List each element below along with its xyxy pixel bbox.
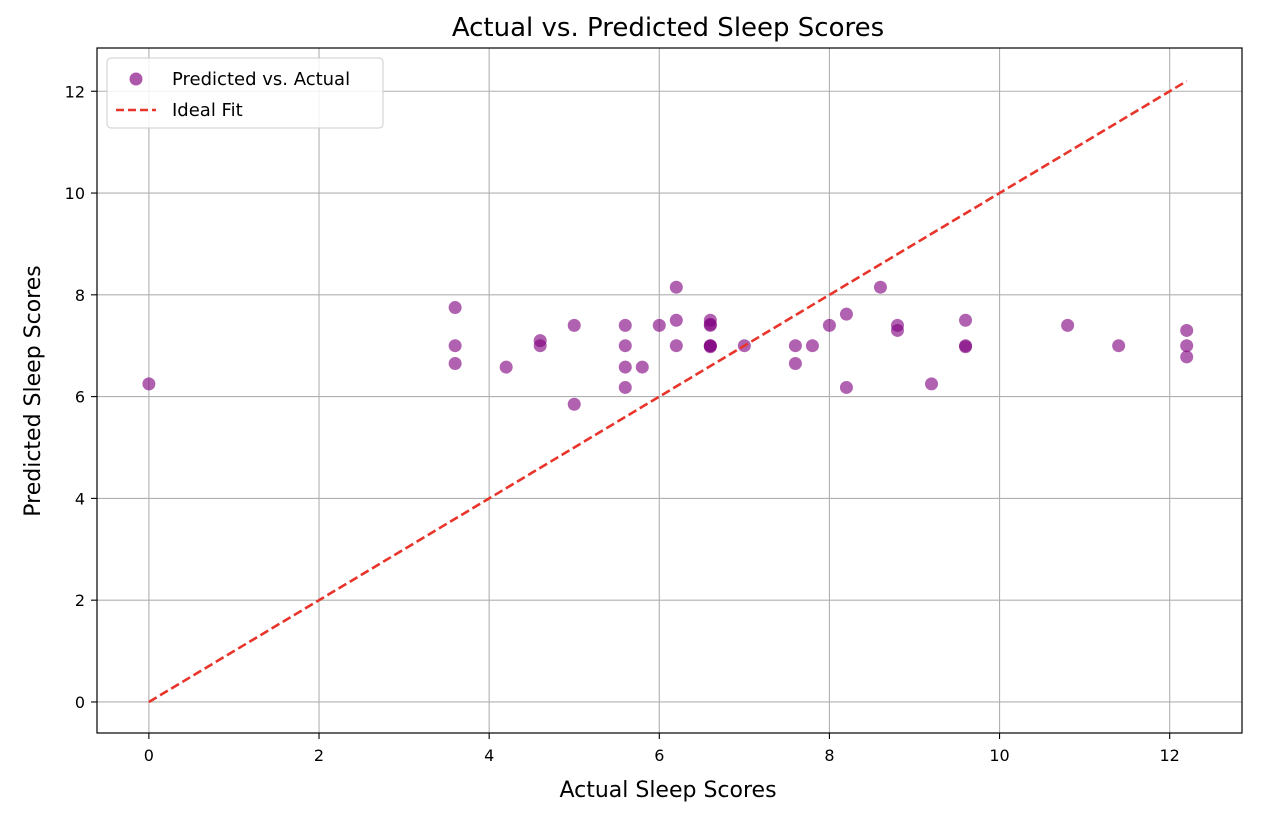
tick-layer: 0 2 4 6 8 10 12 0 2 4 6 8 10 12	[65, 82, 1180, 765]
scatter-point	[839, 307, 853, 321]
scatter-point	[1061, 318, 1075, 332]
scatter-point	[839, 380, 853, 394]
legend-box	[106, 57, 384, 129]
scatter-point	[533, 339, 547, 353]
scatter-point	[959, 340, 973, 354]
y-tick-label: 12	[65, 82, 85, 101]
scatter-point	[1180, 339, 1194, 353]
scatter-point	[618, 339, 632, 353]
plot-frame	[96, 47, 1243, 734]
legend-label-scatter: Predicted vs. Actual	[172, 69, 350, 90]
y-tick-label: 8	[75, 286, 85, 305]
scatter-point	[618, 318, 632, 332]
scatter-point	[448, 357, 462, 371]
grid-layer	[97, 48, 1242, 733]
scatter-point	[652, 318, 666, 332]
scatter-point	[873, 280, 887, 294]
scatter-point	[1112, 339, 1126, 353]
scatter-point	[788, 339, 802, 353]
scatter-point	[618, 360, 632, 374]
scatter-point	[925, 377, 939, 391]
y-tick-label: 10	[65, 184, 85, 203]
scatter-point	[448, 301, 462, 315]
scatter-point	[788, 357, 802, 371]
y-axis-label: Predicted Sleep Scores	[21, 265, 46, 516]
y-tick-label: 6	[75, 388, 85, 407]
y-tick-label: 0	[75, 693, 85, 712]
legend-label-ideal-fit: Ideal Fit	[172, 100, 243, 121]
scatter-point	[703, 340, 717, 354]
scatter-point	[567, 318, 581, 332]
x-tick-label: 6	[654, 746, 664, 765]
scatter-point	[499, 360, 513, 374]
scatter-point	[669, 339, 683, 353]
x-tick-label: 12	[1160, 746, 1180, 765]
legend-marker-scatter	[129, 72, 143, 86]
x-tick-label: 10	[989, 746, 1009, 765]
scatter-point	[805, 339, 819, 353]
scatter-point	[635, 360, 649, 374]
y-tick-label: 2	[75, 591, 85, 610]
scatter-point	[448, 339, 462, 353]
scatter-point	[1180, 350, 1194, 364]
x-tick-label: 0	[144, 746, 154, 765]
x-tick-label: 8	[824, 746, 834, 765]
scatter-point	[567, 397, 581, 411]
scatter-point	[669, 280, 683, 294]
x-axis-label: Actual Sleep Scores	[559, 778, 776, 803]
scatter-point	[959, 313, 973, 327]
scatter-point	[890, 323, 904, 337]
x-tick-label: 4	[484, 746, 494, 765]
x-tick-label: 2	[314, 746, 324, 765]
data-layer	[142, 79, 1194, 704]
scatter-point	[618, 380, 632, 394]
scatter-point	[669, 313, 683, 327]
scatter-point	[142, 377, 156, 391]
ideal-fit-line	[148, 79, 1188, 704]
scatter-point	[1180, 323, 1194, 337]
legend: Predicted vs. Actual Ideal Fit	[106, 57, 384, 129]
scatter-point	[822, 318, 836, 332]
chart-title: Actual vs. Predicted Sleep Scores	[452, 13, 884, 43]
y-tick-label: 4	[75, 489, 85, 508]
scatter-point	[703, 317, 717, 331]
